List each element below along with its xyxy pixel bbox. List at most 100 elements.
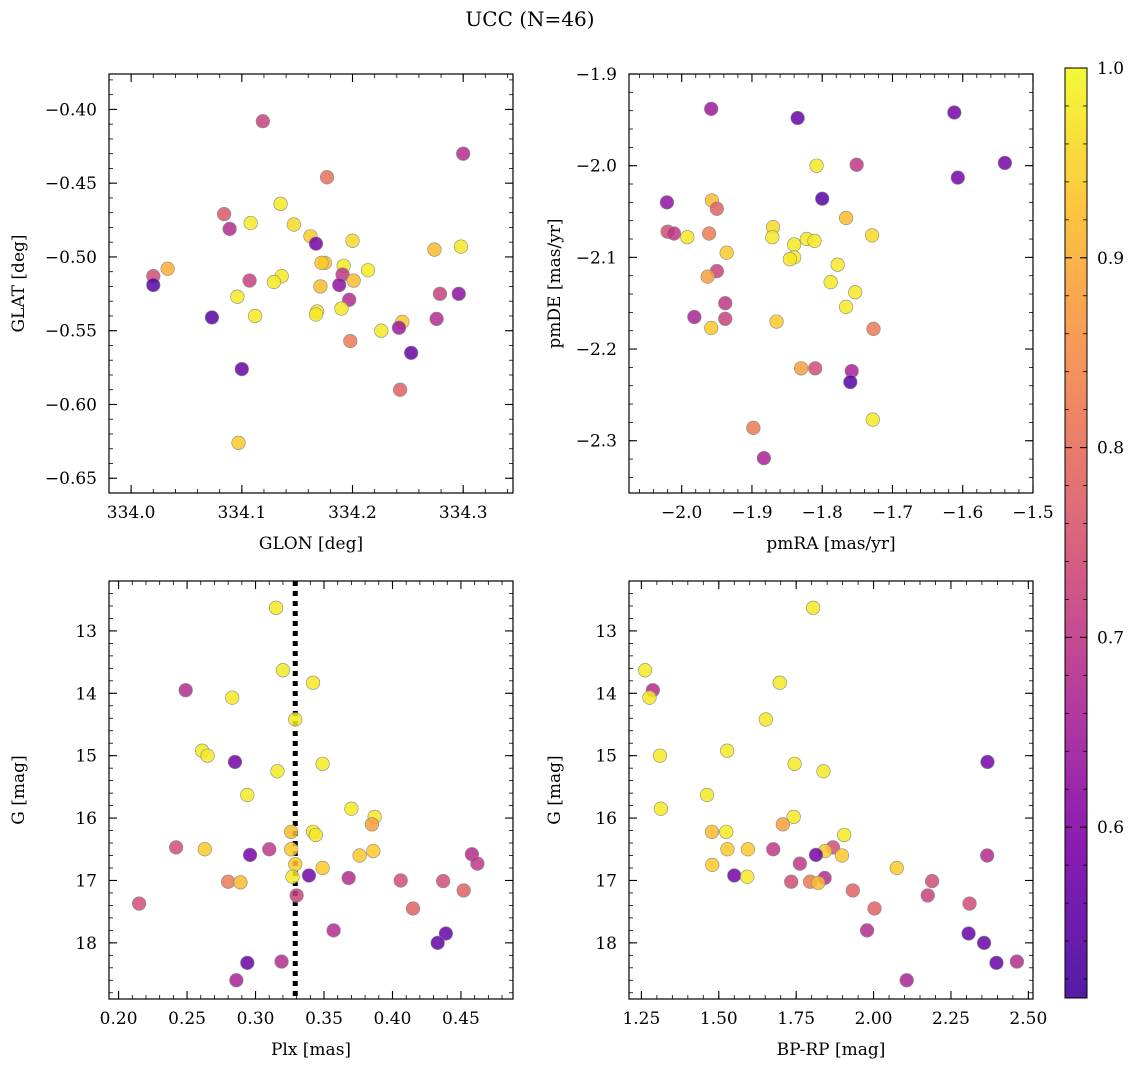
y-axis-label: G [mag] bbox=[9, 755, 29, 824]
data-point bbox=[809, 158, 824, 173]
data-point bbox=[843, 374, 858, 390]
data-point bbox=[705, 857, 720, 872]
data-point bbox=[266, 274, 282, 290]
data-point bbox=[807, 233, 822, 248]
data-point bbox=[704, 824, 720, 839]
data-point bbox=[456, 146, 471, 161]
data-point bbox=[432, 286, 448, 301]
data-point bbox=[344, 801, 359, 816]
data-point bbox=[976, 935, 992, 950]
data-point bbox=[268, 600, 284, 615]
data-point bbox=[719, 245, 734, 260]
x-tick-label: 0.20 bbox=[100, 1009, 138, 1029]
colorbar: 0.6 0.7 0.8 0.9 1.0 bbox=[1064, 59, 1124, 999]
data-point bbox=[782, 252, 797, 267]
data-point bbox=[924, 873, 940, 889]
data-point bbox=[899, 973, 914, 988]
x-tick-label: 1.75 bbox=[777, 1009, 815, 1029]
data-point bbox=[146, 277, 161, 293]
data-point bbox=[849, 157, 864, 172]
data-point bbox=[837, 827, 852, 843]
data-point bbox=[766, 842, 781, 857]
colorbar-ticks: 0.6 0.7 0.8 0.9 1.0 bbox=[1065, 59, 1124, 980]
data-point bbox=[204, 310, 220, 325]
data-point bbox=[313, 279, 328, 294]
x-tick-label: −1.7 bbox=[872, 503, 913, 523]
y-tick-label: −0.65 bbox=[45, 469, 97, 489]
x-axis-label: BP-RP [mag] bbox=[777, 1040, 886, 1060]
data-point bbox=[233, 875, 248, 890]
data-point bbox=[360, 263, 376, 278]
y-tick-label: −0.50 bbox=[45, 248, 97, 268]
x-tick-label: 1.50 bbox=[700, 1009, 738, 1029]
data-point bbox=[248, 308, 263, 324]
y-tick-label: −2.1 bbox=[576, 248, 617, 268]
figure-title: UCC (N=46) bbox=[465, 7, 594, 31]
data-point bbox=[345, 233, 360, 248]
x-tick-label: −1.8 bbox=[802, 503, 843, 523]
data-point bbox=[305, 675, 321, 690]
colorbar-tick-label: 0.9 bbox=[1097, 249, 1124, 269]
data-point bbox=[787, 237, 802, 252]
plot-frame bbox=[108, 580, 514, 1000]
data-point bbox=[222, 221, 237, 237]
data-point bbox=[364, 817, 380, 832]
data-point bbox=[816, 764, 831, 779]
data-point bbox=[391, 320, 407, 335]
data-point bbox=[786, 809, 801, 824]
panel-4: 1.25 1.50 1.75 2.00 2.25 2.50 13 14 15 16 17 18 BP-R… bbox=[545, 580, 1047, 1060]
data-point bbox=[699, 787, 715, 803]
data-point bbox=[326, 923, 341, 938]
y-tick-label: 14 bbox=[75, 684, 97, 704]
data-point bbox=[178, 683, 193, 698]
data-point bbox=[848, 285, 863, 300]
colorbar-tick-label: 0.8 bbox=[1097, 439, 1124, 459]
data-point bbox=[160, 261, 175, 276]
y-tick-label: −1.9 bbox=[576, 65, 617, 85]
data-point bbox=[720, 743, 735, 758]
x-tick-label: 334.2 bbox=[328, 503, 377, 523]
data-point bbox=[867, 901, 882, 916]
data-point bbox=[404, 345, 419, 360]
y-tick-label: −2.3 bbox=[576, 432, 617, 452]
data-point bbox=[746, 420, 761, 436]
x-tick-label: 0.35 bbox=[305, 1009, 343, 1029]
y-tick-label: 13 bbox=[75, 622, 97, 642]
colorbar-tick-label: 1.0 bbox=[1097, 59, 1124, 79]
data-point bbox=[332, 277, 347, 293]
x-tick-label: −2.0 bbox=[661, 503, 702, 523]
data-point bbox=[772, 675, 787, 690]
data-point bbox=[680, 230, 695, 245]
x-tick-label: 2.00 bbox=[855, 1009, 893, 1029]
plot-frame bbox=[628, 73, 1034, 494]
data-point bbox=[429, 311, 444, 327]
data-point bbox=[438, 926, 453, 941]
data-point bbox=[727, 868, 742, 883]
data-point bbox=[242, 273, 257, 288]
data-point bbox=[200, 748, 215, 763]
data-point bbox=[286, 217, 301, 232]
panel-3: 0.20 0.25 0.30 0.35 0.40 0.45 13 14 15 16 17 18 Plx … bbox=[9, 580, 514, 1060]
colorbar-tick-label: 0.7 bbox=[1097, 628, 1124, 648]
data-point bbox=[308, 236, 324, 251]
data-point bbox=[811, 875, 826, 891]
data-point bbox=[687, 309, 702, 325]
data-point bbox=[308, 307, 324, 322]
data-point bbox=[756, 451, 772, 466]
y-tick-label: 16 bbox=[595, 809, 617, 829]
data-point bbox=[865, 228, 880, 243]
data-point bbox=[806, 600, 821, 615]
data-point bbox=[288, 857, 303, 872]
data-point bbox=[823, 275, 838, 290]
data-point bbox=[234, 361, 249, 377]
data-point bbox=[453, 239, 469, 254]
data-point bbox=[997, 155, 1012, 171]
data-point bbox=[456, 883, 471, 898]
data-point bbox=[132, 896, 147, 911]
colorbar-gradient bbox=[1064, 67, 1088, 999]
data-point bbox=[769, 314, 784, 329]
data-point bbox=[231, 435, 246, 450]
data-point bbox=[225, 690, 240, 705]
data-point bbox=[275, 663, 291, 678]
